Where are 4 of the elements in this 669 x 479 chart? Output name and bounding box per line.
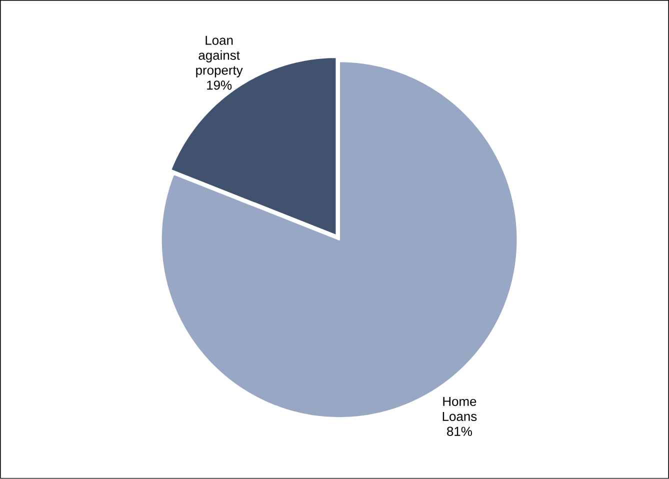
slice-label: Home Loans [442,397,477,422]
data-label: 19% [207,80,232,90]
slice-label: Loan against property [196,36,243,78]
data-label: 81% [447,426,472,436]
